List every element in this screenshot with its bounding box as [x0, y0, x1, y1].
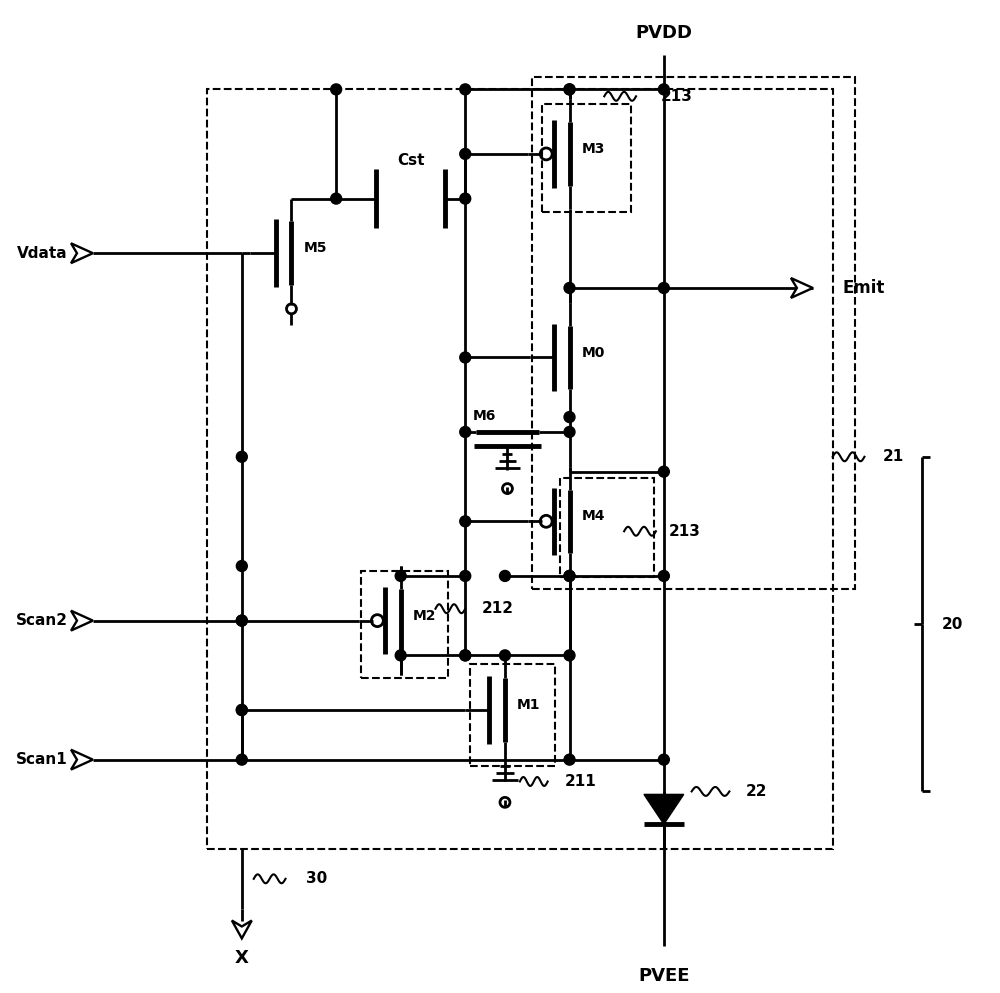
Circle shape: [564, 570, 575, 581]
Circle shape: [460, 570, 471, 581]
Circle shape: [236, 705, 247, 715]
Text: M5: M5: [303, 241, 327, 255]
Circle shape: [331, 83, 342, 94]
Text: 213: 213: [669, 523, 701, 539]
Text: Scan2: Scan2: [16, 613, 68, 629]
Text: 211: 211: [565, 774, 596, 789]
Polygon shape: [71, 243, 93, 263]
Text: 21: 21: [882, 449, 904, 465]
Bar: [542, 104, 631, 212]
Text: M6: M6: [473, 409, 496, 423]
Circle shape: [564, 570, 575, 581]
Circle shape: [658, 755, 669, 765]
Circle shape: [564, 282, 575, 293]
Text: M0: M0: [581, 346, 605, 359]
Circle shape: [236, 560, 247, 572]
Text: Vdata: Vdata: [17, 245, 68, 261]
Circle shape: [395, 649, 406, 661]
Circle shape: [460, 193, 471, 204]
Circle shape: [460, 515, 471, 526]
Text: PVEE: PVEE: [638, 967, 690, 985]
Circle shape: [564, 83, 575, 94]
Bar: [532, 77, 855, 589]
Polygon shape: [644, 794, 684, 824]
Circle shape: [658, 466, 669, 478]
Circle shape: [564, 83, 575, 94]
Text: 30: 30: [306, 871, 328, 887]
Polygon shape: [232, 921, 252, 938]
Text: PVDD: PVDD: [635, 24, 692, 42]
Text: X: X: [235, 949, 249, 967]
Circle shape: [460, 649, 471, 661]
Circle shape: [236, 755, 247, 765]
Bar: [361, 571, 448, 678]
Bar: [207, 89, 833, 849]
Polygon shape: [791, 278, 813, 298]
Bar: [560, 478, 654, 577]
Text: 212: 212: [482, 601, 514, 617]
Circle shape: [564, 411, 575, 422]
Circle shape: [658, 282, 669, 293]
Text: 20: 20: [942, 617, 963, 632]
Circle shape: [460, 83, 471, 94]
Circle shape: [500, 649, 510, 661]
Text: M2: M2: [413, 609, 436, 623]
Text: M1: M1: [517, 698, 540, 712]
Circle shape: [460, 148, 471, 159]
Bar: [470, 664, 555, 766]
Circle shape: [460, 426, 471, 437]
Polygon shape: [71, 611, 93, 631]
Circle shape: [658, 83, 669, 94]
Text: M3: M3: [581, 142, 605, 156]
Text: Emit: Emit: [843, 279, 885, 297]
Circle shape: [564, 755, 575, 765]
Circle shape: [236, 615, 247, 626]
Circle shape: [460, 649, 471, 661]
Circle shape: [564, 426, 575, 437]
Text: Cst: Cst: [397, 153, 424, 169]
Circle shape: [395, 570, 406, 581]
Circle shape: [236, 615, 247, 626]
Polygon shape: [71, 750, 93, 770]
Text: 213: 213: [661, 88, 693, 104]
Text: Scan1: Scan1: [16, 752, 68, 768]
Circle shape: [236, 451, 247, 462]
Circle shape: [236, 705, 247, 715]
Text: M4: M4: [581, 509, 605, 523]
Circle shape: [460, 352, 471, 362]
Circle shape: [500, 570, 510, 581]
Circle shape: [331, 193, 342, 204]
Text: 22: 22: [745, 783, 767, 799]
Circle shape: [658, 570, 669, 581]
Circle shape: [564, 649, 575, 661]
